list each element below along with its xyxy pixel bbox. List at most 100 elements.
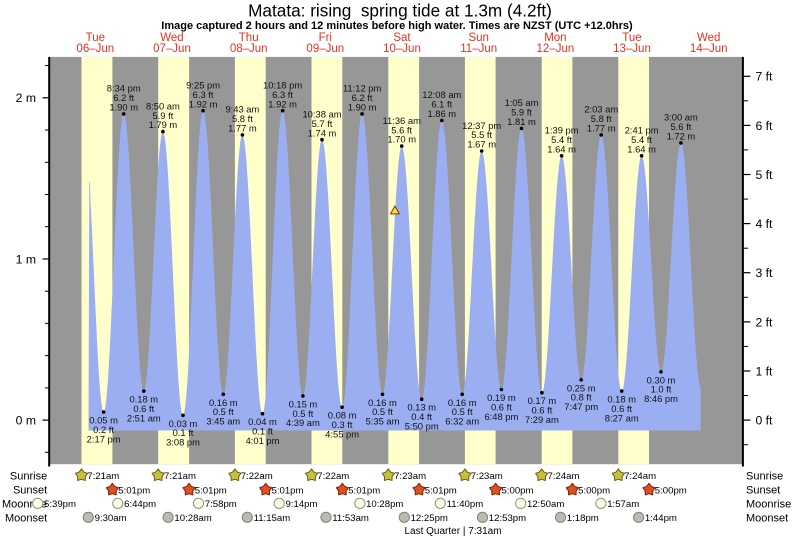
svg-text:07–Jun: 07–Jun xyxy=(153,43,191,55)
svg-text:1.86 m: 1.86 m xyxy=(427,108,456,119)
svg-text:7 ft: 7 ft xyxy=(756,70,774,84)
svg-text:5:35 am: 5:35 am xyxy=(366,416,400,427)
svg-text:12:37 pm: 12:37 pm xyxy=(462,120,501,131)
svg-text:12–Jun: 12–Jun xyxy=(537,43,575,55)
svg-text:5.8 ft: 5.8 ft xyxy=(232,113,253,124)
svg-text:6 ft: 6 ft xyxy=(756,119,774,133)
svg-text:0.15 m: 0.15 m xyxy=(289,398,318,409)
svg-text:5:50 pm: 5:50 pm xyxy=(405,421,439,432)
svg-text:8:27 am: 8:27 am xyxy=(605,412,639,423)
svg-text:5.4 ft: 5.4 ft xyxy=(631,134,652,145)
svg-text:5:00pm: 5:00pm xyxy=(578,485,610,496)
svg-text:0.5 ft: 0.5 ft xyxy=(213,406,234,417)
svg-text:4 ft: 4 ft xyxy=(756,217,774,231)
svg-text:7:23am: 7:23am xyxy=(471,471,503,482)
svg-text:7:22am: 7:22am xyxy=(317,471,349,482)
svg-text:14–Jun: 14–Jun xyxy=(690,43,728,55)
svg-text:Sat: Sat xyxy=(393,32,411,44)
svg-text:Tue: Tue xyxy=(86,32,105,44)
svg-text:Moonrise: Moonrise xyxy=(746,498,791,510)
svg-text:1.90 m: 1.90 m xyxy=(109,102,138,113)
svg-text:Fri: Fri xyxy=(319,32,332,44)
svg-text:6:32 am: 6:32 am xyxy=(445,416,479,427)
svg-text:Sunset: Sunset xyxy=(13,485,47,497)
svg-text:2:41 pm: 2:41 pm xyxy=(625,125,659,136)
svg-text:5 ft: 5 ft xyxy=(756,168,774,182)
svg-text:5.4 ft: 5.4 ft xyxy=(551,134,572,145)
svg-text:0.03 m: 0.03 m xyxy=(169,418,198,429)
svg-text:0.08 m: 0.08 m xyxy=(328,410,357,421)
svg-text:Mon: Mon xyxy=(544,32,566,44)
svg-text:11:36 am: 11:36 am xyxy=(382,115,421,126)
svg-text:0.18 m: 0.18 m xyxy=(129,394,158,405)
svg-text:0 ft: 0 ft xyxy=(756,414,774,428)
svg-text:1.64 m: 1.64 m xyxy=(627,143,656,154)
svg-text:3:08 pm: 3:08 pm xyxy=(166,437,200,448)
svg-text:6.3 ft: 6.3 ft xyxy=(193,89,214,100)
svg-text:12:08 am: 12:08 am xyxy=(422,89,461,100)
svg-text:0.5 ft: 0.5 ft xyxy=(372,406,393,417)
svg-text:11:12 pm: 11:12 pm xyxy=(343,83,382,94)
svg-text:Image captured 2 hours and 12: Image captured 2 hours and 12 minutes be… xyxy=(161,20,633,32)
svg-text:0.8 ft: 0.8 ft xyxy=(571,392,592,403)
svg-text:1:44pm: 1:44pm xyxy=(645,513,677,524)
svg-text:7:21am: 7:21am xyxy=(87,471,119,482)
svg-text:06–Jun: 06–Jun xyxy=(76,43,114,55)
svg-text:3:45 am: 3:45 am xyxy=(206,416,240,427)
svg-text:08–Jun: 08–Jun xyxy=(230,43,268,55)
svg-text:5:01pm: 5:01pm xyxy=(272,485,304,496)
svg-text:Sun: Sun xyxy=(468,32,488,44)
svg-text:0.6 ft: 0.6 ft xyxy=(491,401,512,412)
svg-text:5:00pm: 5:00pm xyxy=(502,485,534,496)
svg-text:5.8 ft: 5.8 ft xyxy=(591,113,612,124)
svg-text:10:28am: 10:28am xyxy=(174,513,211,524)
svg-text:Moonset: Moonset xyxy=(746,512,788,524)
svg-text:9:14pm: 9:14pm xyxy=(286,499,318,510)
svg-text:1 ft: 1 ft xyxy=(756,364,774,378)
svg-text:12:53pm: 12:53pm xyxy=(489,513,526,524)
svg-text:1.64 m: 1.64 m xyxy=(547,143,576,154)
svg-text:10:38 am: 10:38 am xyxy=(302,109,341,120)
svg-text:0.30 m: 0.30 m xyxy=(647,374,676,385)
svg-text:6.2 ft: 6.2 ft xyxy=(352,92,373,103)
svg-text:0.16 m: 0.16 m xyxy=(209,397,238,408)
svg-text:12:25pm: 12:25pm xyxy=(411,513,448,524)
svg-text:10:18 pm: 10:18 pm xyxy=(263,80,302,91)
svg-text:1:57am: 1:57am xyxy=(607,499,639,510)
svg-text:6.1 ft: 6.1 ft xyxy=(431,99,452,110)
svg-text:5.9 ft: 5.9 ft xyxy=(511,107,532,118)
svg-text:5:00pm: 5:00pm xyxy=(655,485,687,496)
svg-text:11:15am: 11:15am xyxy=(254,513,291,524)
svg-text:2:17 pm: 2:17 pm xyxy=(87,433,121,444)
svg-text:0.6 ft: 0.6 ft xyxy=(531,405,552,416)
svg-text:1.77 m: 1.77 m xyxy=(587,123,616,134)
svg-text:7:58pm: 7:58pm xyxy=(205,499,237,510)
svg-text:Sunset: Sunset xyxy=(746,485,780,497)
svg-text:11–Jun: 11–Jun xyxy=(460,43,497,55)
svg-text:2:51 am: 2:51 am xyxy=(127,412,161,423)
svg-text:0.4 ft: 0.4 ft xyxy=(411,411,432,422)
svg-text:5.6 ft: 5.6 ft xyxy=(670,121,691,132)
svg-text:5:01pm: 5:01pm xyxy=(118,485,150,496)
svg-text:0.16 m: 0.16 m xyxy=(448,397,477,408)
svg-text:4:01 pm: 4:01 pm xyxy=(246,435,280,446)
svg-text:3:00 am: 3:00 am xyxy=(664,112,698,123)
svg-text:3 ft: 3 ft xyxy=(756,266,774,280)
svg-text:5.7 ft: 5.7 ft xyxy=(312,118,333,129)
svg-text:6.3 ft: 6.3 ft xyxy=(272,89,293,100)
svg-text:0.6 ft: 0.6 ft xyxy=(611,403,632,414)
svg-text:1.74 m: 1.74 m xyxy=(308,127,337,138)
svg-text:5:01pm: 5:01pm xyxy=(348,485,380,496)
svg-text:5.5 ft: 5.5 ft xyxy=(471,129,492,140)
svg-text:1:39 pm: 1:39 pm xyxy=(545,125,579,136)
svg-text:11:40pm: 11:40pm xyxy=(447,499,484,510)
svg-text:Sunrise: Sunrise xyxy=(746,470,783,482)
svg-text:4:39 am: 4:39 am xyxy=(286,417,320,428)
svg-text:1.81 m: 1.81 m xyxy=(507,116,536,127)
svg-text:0.04 m: 0.04 m xyxy=(248,416,277,427)
svg-text:1 m: 1 m xyxy=(16,252,36,266)
svg-text:0.6 ft: 0.6 ft xyxy=(133,403,154,414)
svg-text:0.19 m: 0.19 m xyxy=(487,392,516,403)
svg-text:7:29 am: 7:29 am xyxy=(525,414,559,425)
svg-text:6.2 ft: 6.2 ft xyxy=(113,92,134,103)
